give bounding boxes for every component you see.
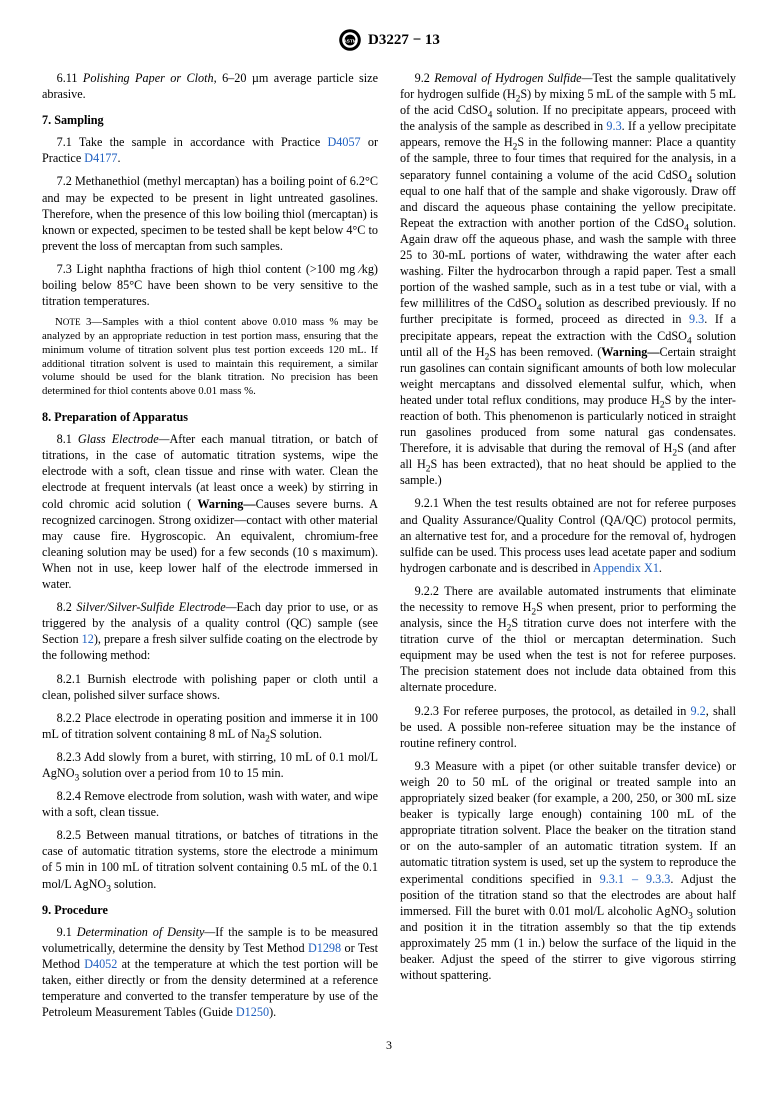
ref-section-12: 12 bbox=[82, 632, 94, 646]
ref-9-3b: 9.3 bbox=[689, 312, 704, 326]
para-7-1: 7.1 Take the sample in accordance with P… bbox=[42, 134, 378, 166]
para-9-2-3-a: 9.2.3 For referee purposes, the protocol… bbox=[415, 704, 691, 718]
para-7-3: 7.3 Light naphtha fractions of high thio… bbox=[42, 261, 378, 309]
para-9-2-1-b: . bbox=[659, 561, 662, 575]
ref-d4052: D4052 bbox=[84, 957, 117, 971]
para-8-2-4: 8.2.4 Remove electrode from solution, wa… bbox=[42, 788, 378, 820]
document-page: ASTM D3227 − 13 6.11 Polishing Paper or … bbox=[0, 0, 778, 1093]
para-8-2-3: 8.2.3 Add slowly from a buret, with stir… bbox=[42, 749, 378, 781]
note-3-text: Samples with a thiol content above 0.010… bbox=[42, 316, 378, 397]
para-6-11: 6.11 Polishing Paper or Cloth, 6–20 µm a… bbox=[42, 70, 378, 102]
section-8-heading: 8. Preparation of Apparatus bbox=[42, 409, 378, 425]
ref-d4057: D4057 bbox=[327, 135, 360, 149]
para-7-2: 7.2 Methanethiol (methyl mercaptan) has … bbox=[42, 173, 378, 253]
para-7-1-c: . bbox=[117, 151, 120, 165]
para-9-2-2: 9.2.2 There are available automated inst… bbox=[400, 583, 736, 696]
document-header: ASTM D3227 − 13 bbox=[42, 28, 736, 52]
note-3-label: NOTE 3— bbox=[55, 316, 102, 328]
para-9-2-3: 9.2.3 For referee purposes, the protocol… bbox=[400, 703, 736, 751]
para-9-1-d: ). bbox=[269, 1005, 276, 1019]
astm-logo-icon: ASTM bbox=[338, 28, 362, 52]
ref-d1298: D1298 bbox=[308, 941, 341, 955]
para-9-3: 9.3 Measure with a pipet (or other suita… bbox=[400, 758, 736, 983]
para-9-1: 9.1 Determination of Density—If the samp… bbox=[42, 924, 378, 1021]
ref-9-3-1-to-9-3-3: 9.3.1 – 9.3.3 bbox=[600, 872, 671, 886]
designation-text: D3227 − 13 bbox=[368, 32, 440, 49]
para-8-2: 8.2 Silver/Silver-Sulfide Electrode—Each… bbox=[42, 599, 378, 663]
ref-9-3a: 9.3 bbox=[606, 119, 621, 133]
body-columns: 6.11 Polishing Paper or Cloth, 6–20 µm a… bbox=[42, 70, 736, 1020]
para-9-2: 9.2 Removal of Hydrogen Sulfide—Test the… bbox=[400, 70, 736, 488]
para-9-2-1-a: 9.2.1 When the test results obtained are… bbox=[400, 496, 736, 574]
para-8-2-1: 8.2.1 Burnish electrode with polishing p… bbox=[42, 671, 378, 703]
para-8-2-5: 8.2.5 Between manual titrations, or batc… bbox=[42, 827, 378, 891]
svg-text:ASTM: ASTM bbox=[343, 38, 357, 44]
para-8-1: 8.1 Glass Electrode—After each manual ti… bbox=[42, 431, 378, 592]
para-9-2-1: 9.2.1 When the test results obtained are… bbox=[400, 495, 736, 575]
ref-d1250: D1250 bbox=[236, 1005, 269, 1019]
ref-9-2: 9.2 bbox=[691, 704, 706, 718]
note-3: NOTE 3—Samples with a thiol content abov… bbox=[42, 316, 378, 399]
section-9-heading: 9. Procedure bbox=[42, 902, 378, 918]
para-7-1-a: 7.1 Take the sample in accordance with P… bbox=[57, 135, 328, 149]
para-8-2-2: 8.2.2 Place electrode in operating posit… bbox=[42, 710, 378, 742]
ref-appendix-x1: Appendix X1 bbox=[593, 561, 659, 575]
section-7-heading: 7. Sampling bbox=[42, 112, 378, 128]
ref-d4177: D4177 bbox=[84, 151, 117, 165]
